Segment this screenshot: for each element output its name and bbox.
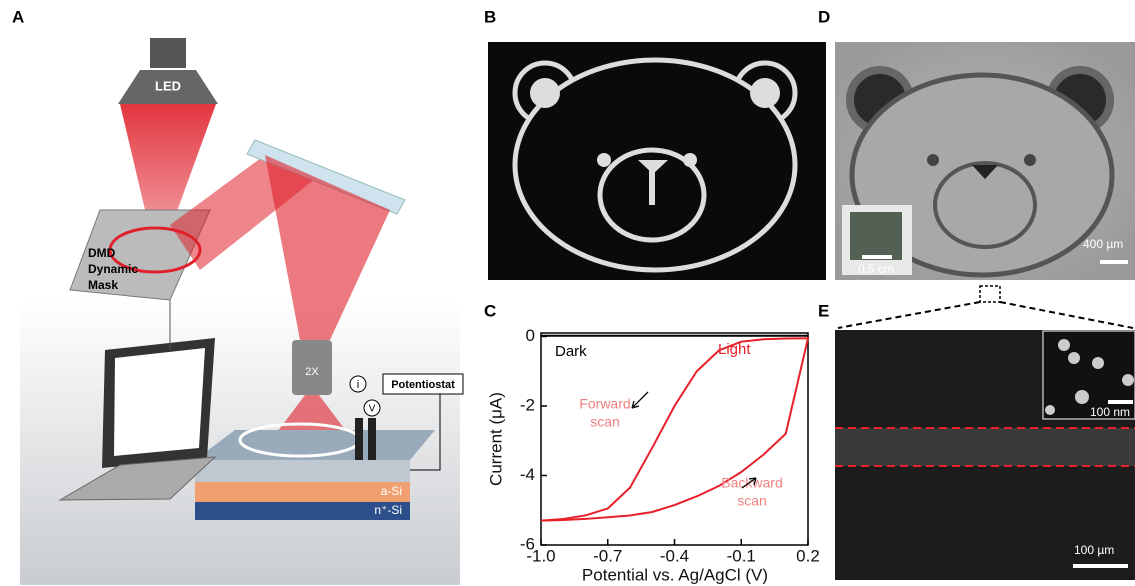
y-tick-label: 0	[526, 326, 535, 345]
electrode	[355, 418, 363, 460]
series-label: Dark	[555, 343, 587, 360]
bear-eye	[597, 153, 611, 167]
x-tick-label: -0.1	[727, 546, 756, 565]
plot-frame	[541, 333, 808, 545]
x-tick-label: 0.2	[796, 546, 820, 565]
nanoparticle	[1045, 405, 1055, 415]
layer-label: a-Si	[381, 484, 402, 498]
panel-label: C	[484, 301, 496, 320]
panel-label: E	[818, 301, 829, 320]
nanoparticle	[1092, 357, 1104, 369]
bear-eye	[683, 153, 697, 167]
led-label: LED	[155, 78, 181, 93]
sem-image: 100 nm 100 µm	[835, 330, 1135, 580]
series-label: Light	[718, 341, 751, 358]
chart: Potential vs. Ag/AgCl (V) Current (μA) -…	[486, 326, 819, 585]
schematic: LED DMD Dynamic Mask 2X Potentiostat i V…	[20, 38, 463, 585]
y-tick-label: -6	[520, 534, 535, 553]
inset-chip	[850, 212, 902, 260]
scale-label: 0.5 cm	[858, 262, 894, 276]
sem-band	[835, 428, 1135, 466]
annotation: Backward	[721, 475, 782, 491]
bear-mouth	[649, 170, 655, 205]
objective-label: 2X	[305, 366, 319, 378]
bear-eye	[927, 154, 939, 166]
layer-label: n⁺-Si	[374, 503, 402, 517]
zoom-line	[1000, 302, 1133, 328]
panel-label: A	[12, 7, 24, 26]
nanoparticle	[1122, 374, 1134, 386]
x-tick-label: -0.4	[660, 546, 689, 565]
scale-label: 100 nm	[1090, 405, 1130, 419]
zoom-line	[838, 302, 980, 328]
zoom-box	[980, 286, 1000, 302]
led-body	[150, 38, 186, 68]
bear-inner-ear	[530, 78, 560, 108]
nanoparticle	[1058, 339, 1070, 351]
figure: LED DMD Dynamic Mask 2X Potentiostat i V…	[0, 0, 1135, 586]
panel-label: D	[818, 7, 830, 26]
dmd-label: DMD	[88, 246, 116, 260]
series-line	[541, 338, 808, 520]
scale-label: 400 µm	[1083, 237, 1123, 251]
x-axis-label: Potential vs. Ag/AgCl (V)	[582, 565, 768, 584]
bear-inner-ear	[750, 78, 780, 108]
nanoparticle	[1075, 390, 1089, 404]
annotation-arrow	[632, 392, 648, 408]
annotation: scan	[590, 414, 620, 430]
dmd-label: Dynamic	[88, 262, 138, 276]
current-label: i	[357, 379, 359, 391]
bear-eye	[1024, 154, 1036, 166]
y-tick-label: -4	[520, 465, 535, 484]
y-axis-label: Current (μA)	[486, 392, 505, 486]
mask-image	[488, 42, 826, 280]
scale-label: 100 µm	[1074, 543, 1114, 557]
laptop-display	[114, 348, 205, 456]
annotation: Forward	[579, 396, 630, 412]
y-tick-label: -2	[520, 395, 535, 414]
voltage-label: V	[369, 404, 376, 415]
a-si-layer	[195, 482, 410, 502]
substrate-glass	[195, 460, 410, 482]
x-tick-label: -0.7	[593, 546, 622, 565]
potentiostat-label: Potentiostat	[391, 379, 455, 391]
nanoparticle	[1068, 352, 1080, 364]
electrode	[368, 418, 376, 460]
annotation: scan	[737, 493, 767, 509]
panel-label: B	[484, 7, 496, 26]
optical-image: 0.5 cm 400 µm	[835, 42, 1135, 328]
dmd-label: Mask	[88, 278, 118, 292]
beam	[120, 104, 216, 214]
